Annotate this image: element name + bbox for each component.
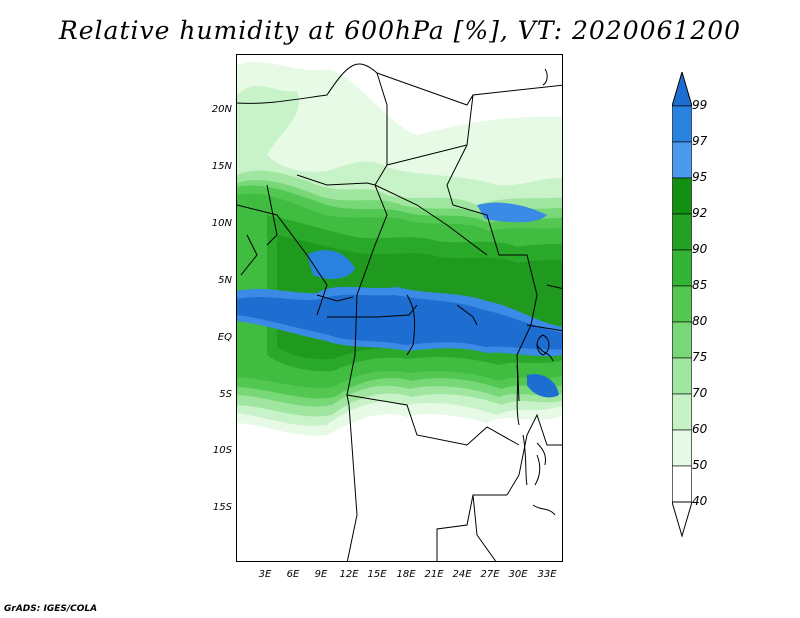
- lat-tick-label: 10N: [211, 218, 232, 229]
- lat-tick-label: EQ: [217, 332, 232, 343]
- colorbar-segment: [672, 105, 692, 143]
- chart-title: Relative humidity at 600hPa [%], VT: 202…: [58, 16, 742, 45]
- colorbar-segment: [672, 249, 692, 287]
- footer-credit: GrADS: IGES/COLA: [4, 604, 98, 614]
- colorbar-level-label: 85: [692, 278, 708, 292]
- colorbar-level-label: 92: [692, 206, 708, 220]
- colorbar-segment: [672, 429, 692, 467]
- lat-tick-label: 5N: [218, 275, 232, 286]
- lon-tick-label: 24E: [452, 569, 472, 580]
- humidity-shading: [237, 62, 562, 436]
- lat-tick-label: 15N: [211, 161, 232, 172]
- colorbar-level-label: 60: [692, 422, 708, 436]
- colorbar-level-label: 40: [692, 494, 708, 508]
- lon-tick-label: 21E: [424, 569, 444, 580]
- rh-blue-patch-southeast: [527, 374, 559, 398]
- colorbar-bottom-arrow: [672, 501, 692, 538]
- colorbar-segment: [672, 141, 692, 179]
- colorbar-level-label: 75: [692, 350, 708, 364]
- lat-tick-label: 15S: [212, 502, 232, 513]
- lon-tick-label: 30E: [508, 569, 528, 580]
- colorbar-top-arrow: [672, 72, 692, 107]
- country-borders: [237, 63, 562, 561]
- rh-97-area: [237, 294, 562, 350]
- colorbar-segment: [672, 393, 692, 431]
- colorbar-level-label: 97: [692, 134, 708, 148]
- colorbar-level-label: 99: [692, 98, 708, 112]
- colorbar: [672, 72, 692, 538]
- rh-blue-patch-east: [477, 202, 547, 223]
- colorbar-segment: [672, 213, 692, 251]
- lat-tick-label: 10S: [212, 445, 232, 456]
- lon-tick-label: 27E: [480, 569, 500, 580]
- colorbar-segment: [672, 285, 692, 323]
- colorbar-segment: [672, 465, 692, 503]
- lon-tick-label: 15E: [367, 569, 387, 580]
- lon-tick-label: 12E: [339, 569, 359, 580]
- colorbar-level-label: 80: [692, 314, 708, 328]
- colorbar-segment: [672, 321, 692, 359]
- lon-tick-label: 6E: [286, 569, 300, 580]
- colorbar-level-label: 90: [692, 242, 708, 256]
- lakes: [516, 68, 556, 516]
- colorbar-level-label: 95: [692, 170, 708, 184]
- map-panel: [236, 54, 563, 562]
- colorbar-level-label: 50: [692, 458, 708, 472]
- lon-tick-label: 33E: [537, 569, 557, 580]
- colorbar-segment: [672, 357, 692, 395]
- lon-tick-label: 18E: [396, 569, 416, 580]
- rh-blue-patch-north: [307, 250, 355, 279]
- humidity-field: [237, 62, 562, 561]
- lat-tick-label: 5S: [219, 389, 232, 400]
- colorbar-level-label: 70: [692, 386, 708, 400]
- lon-tick-label: 9E: [314, 569, 328, 580]
- colorbar-segment: [672, 177, 692, 215]
- lon-tick-label: 3E: [258, 569, 272, 580]
- lat-tick-label: 20N: [211, 104, 232, 115]
